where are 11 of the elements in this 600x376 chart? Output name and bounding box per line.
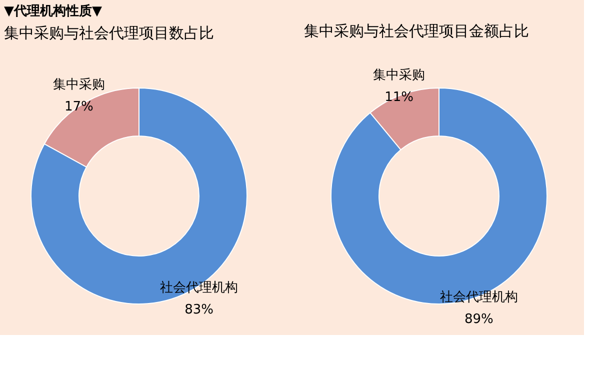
- data-label: 83%: [184, 302, 214, 318]
- data-label: 17%: [64, 99, 94, 114]
- slice-label: 集中采购: [373, 68, 426, 83]
- donut-slice: [330, 88, 548, 304]
- chart-title: 集中采购与社会代理项目金额占比: [304, 22, 529, 40]
- chart-title: 集中采购与社会代理项目数占比: [4, 24, 214, 42]
- slice-label: 社会代理机构: [440, 290, 518, 306]
- data-label: 89%: [464, 312, 494, 328]
- text: ▼代理机构性质▼: [4, 2, 102, 19]
- data-label: 11%: [384, 90, 414, 105]
- slice-label: 集中采购: [52, 77, 105, 92]
